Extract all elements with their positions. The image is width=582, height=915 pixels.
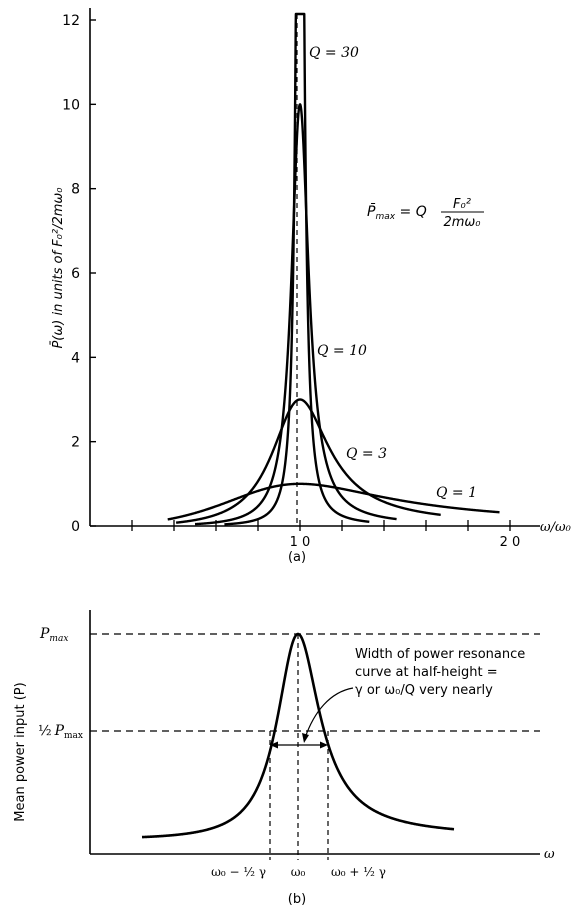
x-axis-label-a: ω/ω₀ (540, 520, 572, 535)
x-label-upper-halfwidth: ω₀ + ½ γ (331, 865, 386, 879)
y-tick-label-a: 6 (71, 266, 80, 282)
formula-denominator: 2mω₀ (443, 215, 481, 230)
annotation-arrow (302, 687, 354, 743)
series-label-q1: Q = 1 (436, 485, 477, 501)
formula-lhs: P̄ (367, 202, 376, 220)
x-label-omega0: ω₀ (291, 865, 306, 879)
series-label-q3: Q = 3 (346, 446, 387, 462)
formula-numerator: F₀² (453, 197, 471, 212)
y-tick-label-a: 12 (62, 13, 80, 29)
curve-q10 (194, 103, 398, 526)
annotation-line-1: Width of power resonance (355, 647, 525, 662)
svg-text:P̄max = Q: P̄max = Q (367, 202, 427, 222)
series-label-q10: Q = 10 (317, 343, 367, 359)
pmax-formula: P̄max = Q F₀² 2mω₀ (367, 197, 484, 230)
annotation-line-3: γ or ω₀/Q very nearly (355, 683, 493, 698)
y-axis-label-b: Mean power input (P) (13, 682, 28, 821)
half-pmax-label: ½ Pmax (38, 723, 83, 741)
y-axis-label-a: P̄(ω) in units of F₀²/2mω₀ (51, 187, 66, 349)
resonance-curve-b (141, 632, 455, 839)
width-arrow (270, 741, 328, 749)
formula-lhs-sub: max (375, 212, 395, 222)
panel-a: 0 2 4 6 8 10 12 1 0 2 0 P̄(ω) in units of F₀²/2… (51, 8, 572, 565)
x-tick-label-a: 1 0 (290, 535, 311, 550)
annotation-line-2: curve at half-height = (355, 665, 498, 680)
pmax-label: Pmax (39, 626, 68, 644)
y-tick-label-a: 4 (71, 350, 80, 366)
panel-label-b: (b) (288, 892, 306, 907)
y-tick-label-a: 0 (71, 519, 80, 535)
y-tick-label-a: 10 (62, 97, 80, 113)
panel-label-a: (a) (288, 550, 306, 565)
formula-q: Q (416, 204, 427, 220)
y-tick-label-a: 8 (71, 182, 80, 198)
panel-b: Width of power resonance curve at half-h… (13, 610, 555, 907)
curve-q1 (166, 482, 501, 521)
y-tick-label-a: 2 (71, 435, 80, 451)
x-tick-label-a: 2 0 (500, 535, 521, 550)
curve-q3 (175, 398, 442, 524)
x-axis-label-b: ω (544, 847, 555, 862)
x-label-lower-halfwidth: ω₀ − ½ γ (211, 865, 266, 879)
series-label-q30: Q = 30 (309, 45, 359, 61)
